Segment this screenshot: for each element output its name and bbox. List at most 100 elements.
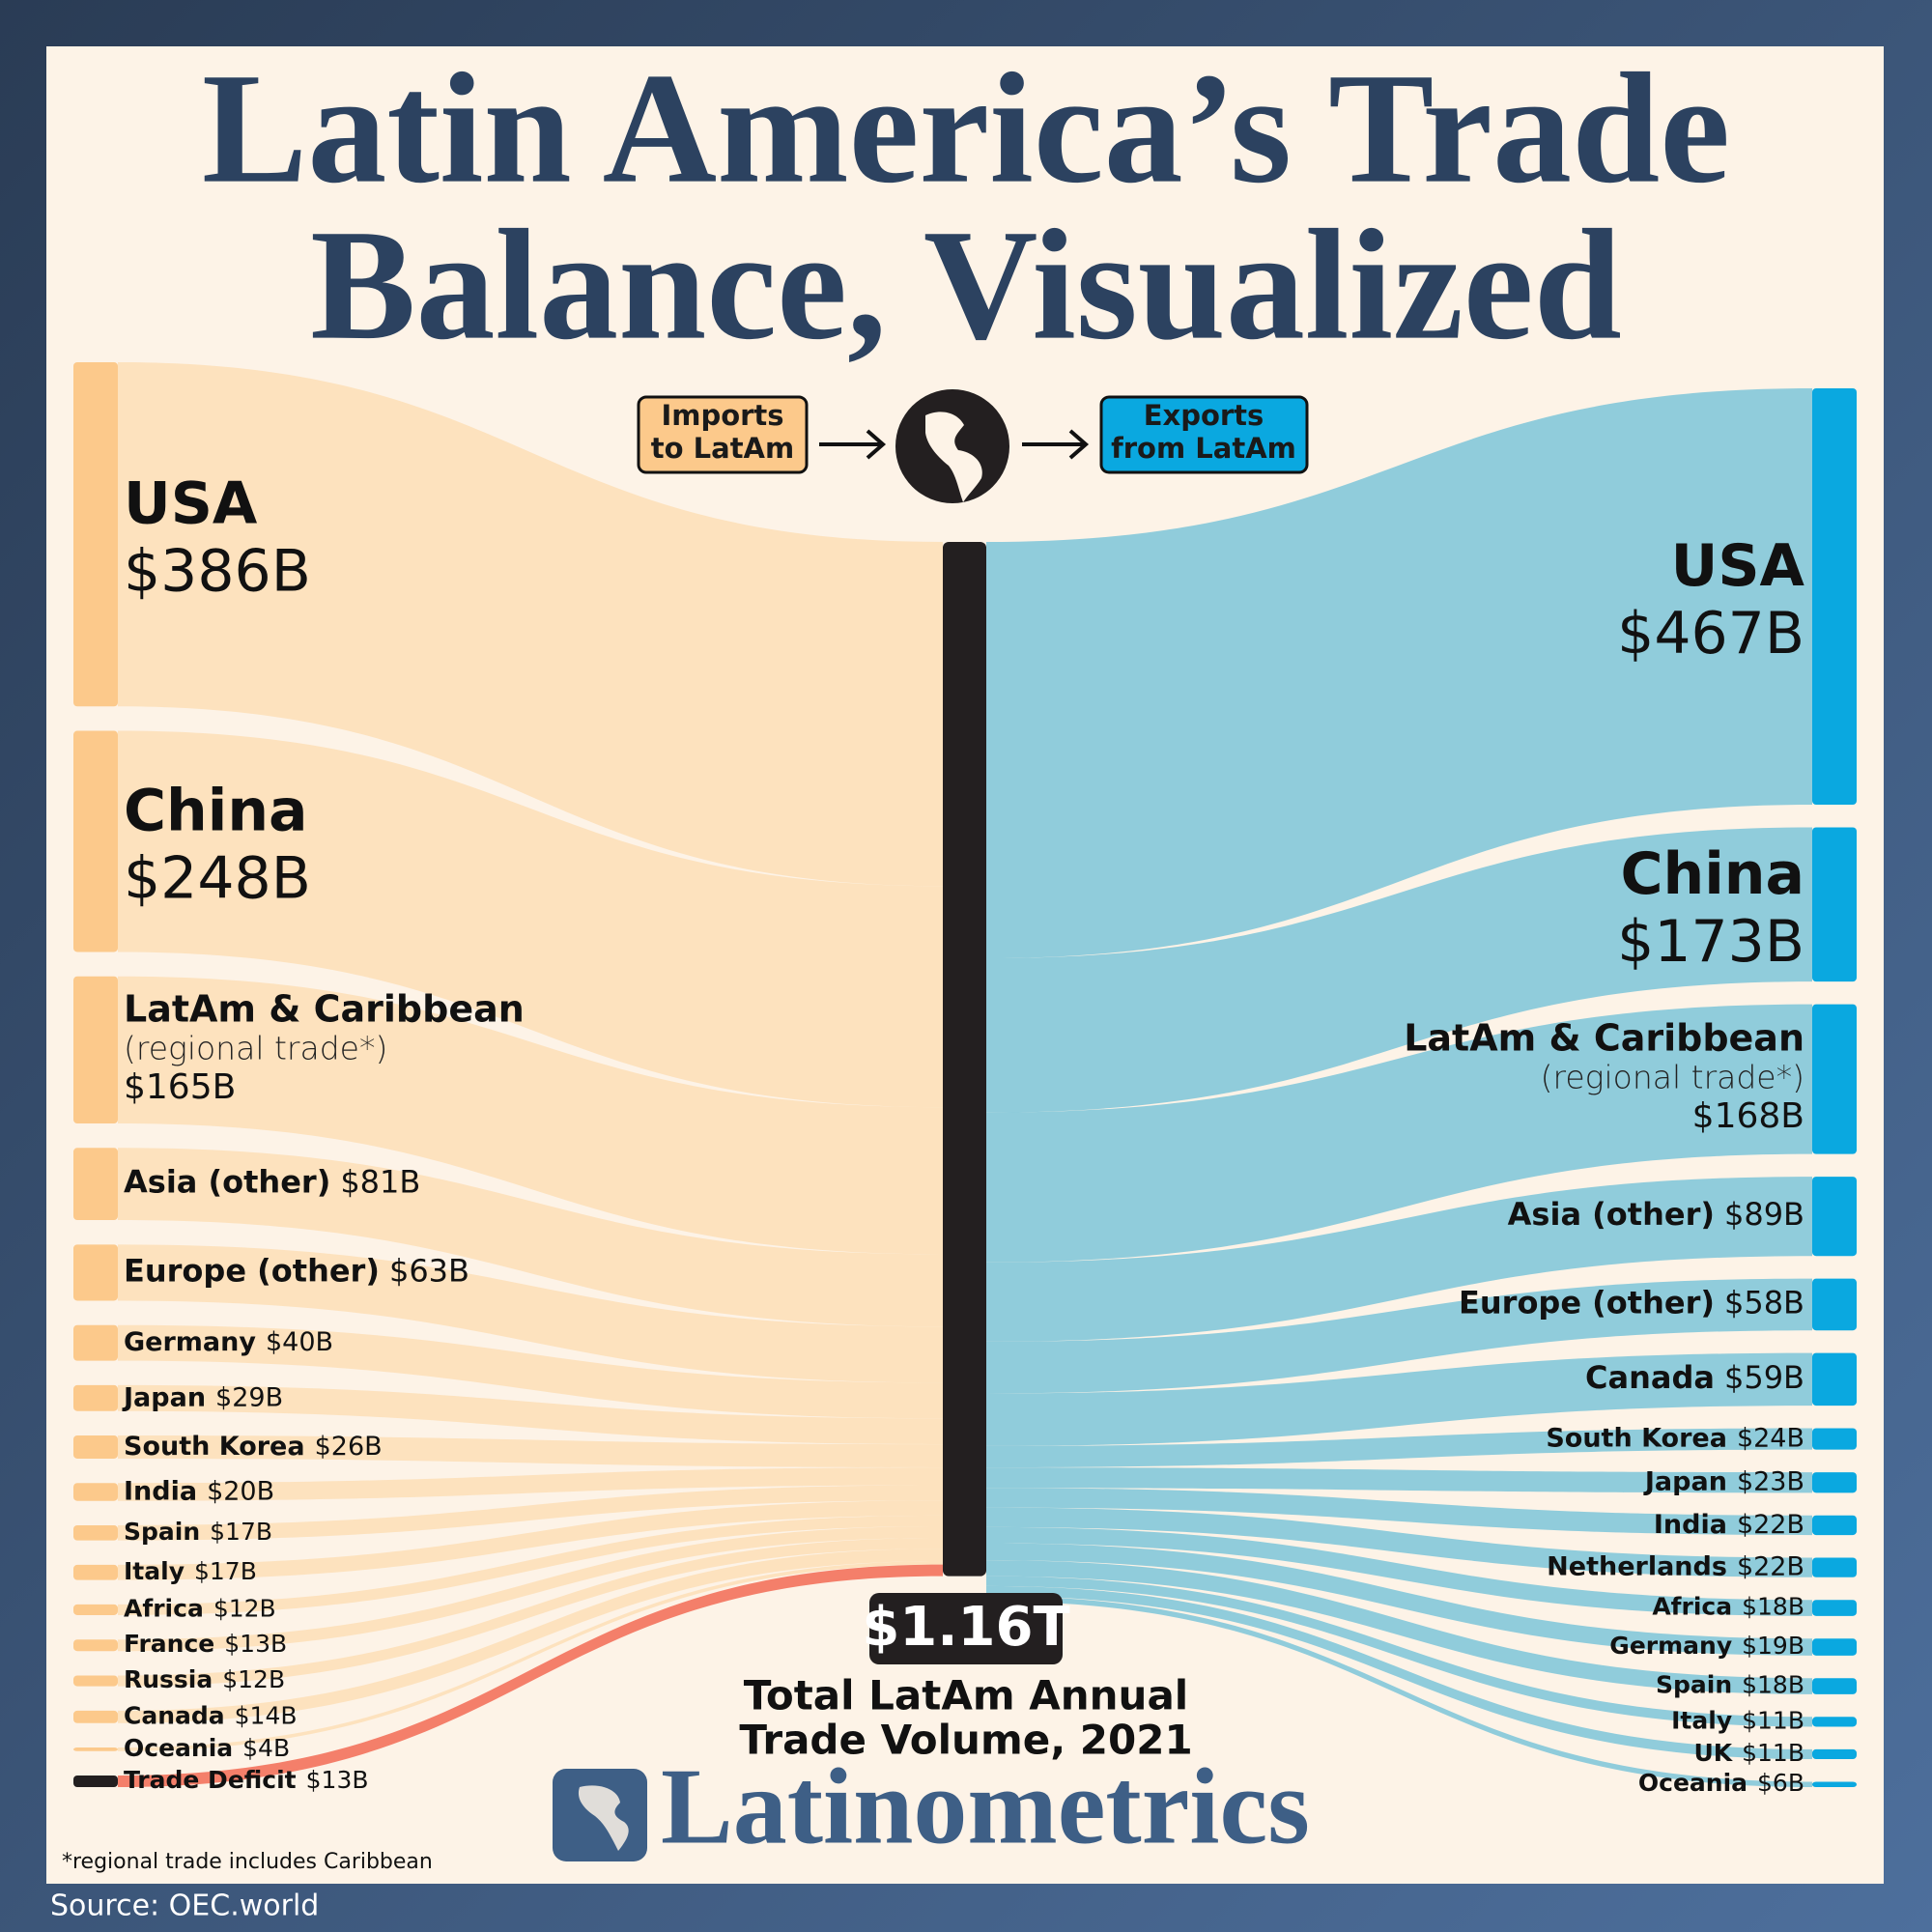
imports-box [637, 395, 809, 474]
node-label: Japan $23B [1643, 1466, 1804, 1496]
node [1812, 1781, 1857, 1787]
node [1812, 1472, 1857, 1493]
flow [986, 1560, 1812, 1694]
flow [118, 1384, 943, 1445]
node-value: $22B [1737, 1509, 1804, 1539]
total-label: $1.16T [862, 1596, 1069, 1659]
node [73, 1244, 118, 1301]
node [73, 1604, 118, 1615]
node [73, 1324, 118, 1361]
node [73, 1524, 118, 1541]
node-value: $11B [1742, 1739, 1804, 1767]
node-label: India $20B [124, 1476, 274, 1506]
flow [118, 1324, 943, 1419]
node-value: $168B [1692, 1096, 1804, 1136]
node-value: $63B [389, 1252, 469, 1289]
node-value: $58B [1724, 1284, 1804, 1321]
total-badge [869, 1593, 1063, 1664]
node [73, 1384, 118, 1411]
node-name: USA [1671, 532, 1805, 600]
node [1812, 827, 1857, 982]
flow [118, 1148, 943, 1327]
node-name: Spain [124, 1518, 200, 1546]
node-label: Oceania $4B [124, 1734, 290, 1762]
node-name: Italy [124, 1557, 185, 1585]
flow [118, 1564, 943, 1787]
node [1812, 1428, 1857, 1450]
node-name: Spain [1656, 1671, 1732, 1699]
node [1812, 388, 1857, 806]
node-value: $24B [1737, 1423, 1804, 1453]
node-name: LatAm & Caribbean [1404, 1017, 1804, 1060]
node [73, 976, 118, 1124]
node-name: LatAm & Caribbean [124, 987, 525, 1030]
node-name: Netherlands [1547, 1551, 1727, 1581]
exports-label: from LatAm [1111, 432, 1296, 465]
node [73, 730, 118, 952]
node-name: India [124, 1476, 197, 1506]
flow [118, 1500, 943, 1580]
flow [986, 827, 1812, 1113]
flow [986, 1004, 1812, 1263]
node-name: China [124, 778, 308, 845]
node [73, 1148, 118, 1221]
node [73, 1776, 118, 1787]
node-value: $17B [194, 1557, 257, 1585]
node-name: Oceania [124, 1734, 233, 1762]
flow [986, 1352, 1812, 1446]
node-name: China [1620, 840, 1804, 908]
imports-label: to LatAm [651, 432, 794, 465]
flow [986, 1488, 1812, 1536]
node [73, 1710, 118, 1723]
node [73, 1435, 118, 1459]
node-value: $18B [1742, 1671, 1804, 1699]
node-value: $6B [1757, 1769, 1804, 1797]
node-label: Africa $18B [1652, 1593, 1804, 1621]
node-value: $13B [224, 1630, 287, 1658]
node-name: USA [124, 470, 258, 538]
node-value: $12B [213, 1594, 276, 1622]
node-label: Italy $17B [124, 1557, 257, 1585]
node-note: (regional trade*) [124, 1029, 387, 1066]
footnote: *regional trade includes Caribbean [62, 1850, 433, 1874]
flow [118, 730, 943, 1108]
node [1812, 1278, 1857, 1331]
node-label: Trade Deficit $13B [124, 1766, 369, 1794]
node-value: $18B [1742, 1593, 1804, 1621]
node-name: Europe (other) [1459, 1284, 1715, 1321]
node-name: Canada [1585, 1359, 1715, 1396]
flows [118, 362, 1812, 1787]
node-name: South Korea [124, 1431, 305, 1461]
flow [986, 388, 1812, 959]
total-caption: Trade Volume, 2021 [739, 1717, 1192, 1764]
node-name: Russia [124, 1665, 213, 1693]
node-value: $29B [215, 1382, 283, 1412]
node-name: Japan [122, 1382, 206, 1412]
node-name: Trade Deficit [124, 1766, 297, 1794]
node-label: Africa $12B [124, 1594, 276, 1622]
node [1812, 1717, 1857, 1727]
node [1812, 1678, 1857, 1694]
node-label: Italy $11B [1671, 1706, 1804, 1734]
node-value: $22B [1737, 1551, 1804, 1581]
node-label: France $13B [124, 1630, 287, 1658]
node-name: India [1654, 1509, 1727, 1539]
node-name: UK [1693, 1739, 1733, 1767]
flow [118, 1435, 943, 1468]
node-value: $17B [210, 1518, 272, 1546]
node [1812, 1557, 1857, 1577]
node-value: $13B [306, 1766, 369, 1794]
node-value: $4B [242, 1734, 290, 1762]
node-value: $248B [124, 845, 311, 913]
node-name: South Korea [1546, 1423, 1727, 1453]
node-label: Russia $12B [124, 1665, 285, 1693]
node-label: Asia (other) $89B [1508, 1196, 1804, 1233]
node [73, 1483, 118, 1501]
node-name: Italy [1671, 1706, 1732, 1734]
node-value: $173B [1617, 908, 1804, 976]
flow [986, 1543, 1812, 1656]
node [1812, 1177, 1857, 1257]
node-value: $14B [235, 1701, 298, 1729]
flow [986, 1526, 1812, 1616]
